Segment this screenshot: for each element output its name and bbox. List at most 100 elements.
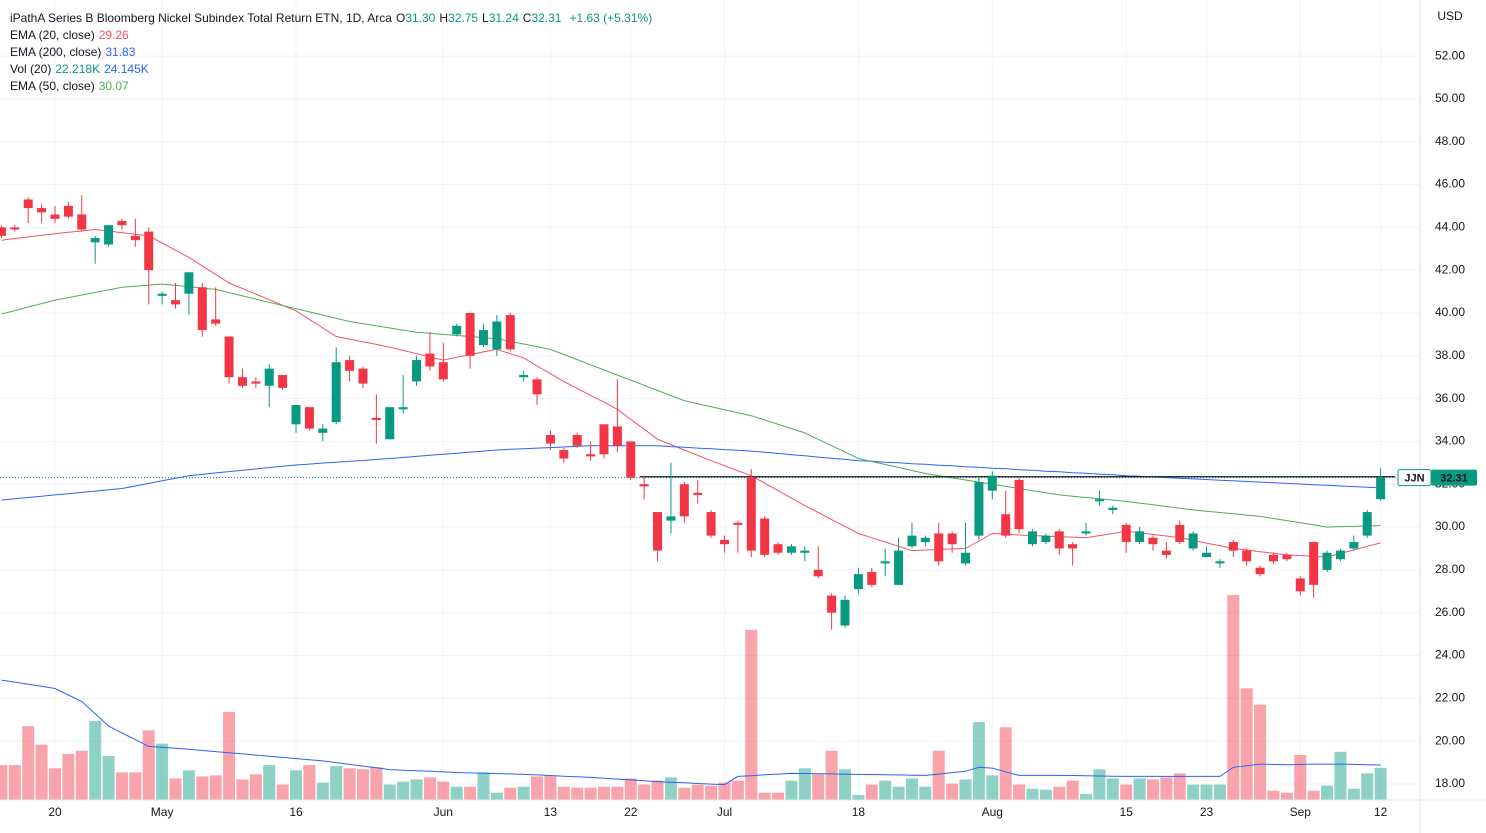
volume-bar (22, 726, 35, 800)
volume-bar (1106, 778, 1119, 800)
volume-bar (1187, 784, 1200, 800)
candle-body (1121, 524, 1131, 543)
candle-body (1268, 554, 1278, 562)
ohlc-value: 32.31 (531, 11, 562, 25)
candle-body (586, 454, 596, 457)
volume-ma-line (1, 679, 1381, 786)
volume-bar (825, 750, 838, 800)
candle-body (291, 405, 301, 425)
candle-body (1322, 552, 1332, 570)
x-tick-label: 20 (48, 805, 62, 819)
volume-bar (597, 786, 610, 800)
candle-body (746, 477, 756, 551)
volume-bar (1066, 780, 1079, 800)
legend-value: 29.26 (98, 28, 129, 42)
candle-body (1215, 561, 1225, 564)
volume-bar (651, 780, 664, 800)
volume-bar (169, 778, 182, 800)
candle-body (1188, 533, 1198, 549)
candle-body (559, 449, 569, 459)
volume-bar (423, 777, 436, 800)
volume-bar (1013, 784, 1026, 800)
volume-bar (75, 750, 88, 800)
x-tick-label: Aug (982, 805, 1003, 819)
candle-body (505, 315, 515, 350)
volume-bar (972, 722, 985, 800)
candle-body (63, 205, 73, 217)
candle-body (1335, 550, 1345, 560)
volume-bar (115, 772, 128, 800)
volume-bar (1093, 769, 1106, 800)
volume-bar (557, 786, 570, 800)
legend-name: EMA (50, close) (10, 79, 95, 93)
volume-bar (303, 765, 316, 800)
volume-bar (1254, 704, 1267, 800)
candle-body (331, 362, 341, 423)
legend-name: EMA (20, close) (10, 28, 95, 42)
volume-bar (464, 786, 477, 800)
candle-body (237, 377, 247, 386)
volume-bar (718, 782, 731, 800)
candle-body (184, 272, 194, 294)
candle-body (10, 227, 20, 230)
y-tick-label: 38.00 (1435, 348, 1465, 362)
candle-body (1041, 535, 1051, 543)
volume-bar (1321, 785, 1334, 800)
candle-body (1202, 552, 1212, 558)
volume-bar (571, 787, 584, 800)
volume-bar (223, 711, 236, 800)
candle-body (1094, 499, 1104, 502)
volume-bar (35, 744, 48, 800)
volume-bar (705, 785, 718, 800)
volume-bar (691, 784, 704, 800)
candle-body (1161, 550, 1171, 555)
candle-body (358, 368, 368, 384)
ema-line (1, 228, 1381, 558)
candle-body (1068, 544, 1078, 549)
ema-line (1, 445, 1381, 501)
candle-body (1349, 542, 1359, 549)
volume-bar (812, 774, 825, 800)
x-tick-label: 22 (624, 805, 638, 819)
volume-bar (397, 781, 410, 800)
candle-body (478, 330, 488, 346)
ohlc: O31.30 H32.75 L31.24 C32.31 (396, 11, 566, 25)
legend-value: 22.218K (55, 62, 101, 76)
volume-bar (383, 784, 396, 800)
candle-body (50, 214, 60, 219)
volume-bar (544, 775, 557, 800)
indicator-lines (0, 228, 1420, 558)
candle-body (1362, 512, 1372, 536)
candle-body (947, 533, 957, 545)
y-tick-label: 22.00 (1435, 690, 1465, 704)
volume-bar (196, 776, 209, 800)
candle-body (612, 426, 622, 446)
y-tick-label: 36.00 (1435, 391, 1465, 405)
candle-body (532, 379, 542, 395)
volume-bar (798, 768, 811, 800)
volume-bar (0, 765, 8, 800)
candle-body (599, 424, 609, 455)
volume-bar (905, 778, 918, 800)
volume-bar (504, 787, 517, 800)
candle-body (572, 435, 582, 446)
candle-body (934, 533, 944, 562)
candle-body (1295, 578, 1305, 592)
candle-body (840, 599, 850, 626)
volume-bar (852, 794, 865, 800)
volume-bar (638, 784, 651, 800)
candle-body (398, 407, 408, 410)
volume-bar (986, 775, 999, 800)
candle-body (465, 312, 475, 356)
candle-body (304, 407, 314, 429)
candle-body (452, 325, 462, 335)
ohlc-value: 31.24 (488, 11, 519, 25)
ohlc-key: O (395, 11, 406, 25)
candle-body (666, 516, 676, 521)
y-tick-label: 20.00 (1435, 733, 1465, 747)
x-tick-label: Sep (1290, 805, 1312, 819)
volume-bar (731, 780, 744, 800)
candle-body (371, 417, 381, 421)
candle-body (706, 512, 716, 536)
volume-bar (745, 629, 758, 800)
